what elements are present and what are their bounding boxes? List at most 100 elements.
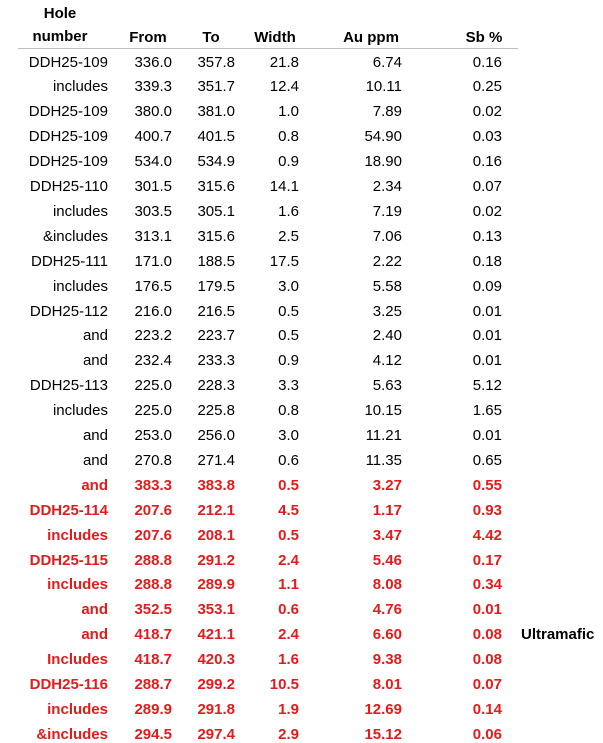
table-cell: 401.5 bbox=[197, 128, 235, 146]
table-cell: 0.16 bbox=[472, 153, 502, 171]
table-cell: 179.5 bbox=[197, 277, 235, 295]
table-cell: 0.9 bbox=[278, 352, 299, 370]
table-cell: 14.1 bbox=[269, 178, 299, 195]
table-cell: 2.40 bbox=[372, 327, 402, 345]
table-cell: 420.3 bbox=[197, 651, 235, 669]
table-cell: 336.0 bbox=[134, 53, 172, 71]
table-cell: 2.22 bbox=[372, 252, 402, 270]
table-cell: 225.0 bbox=[134, 377, 172, 395]
table-cell: 10.5 bbox=[269, 676, 299, 693]
table-cell: 12.4 bbox=[269, 78, 299, 96]
table-cell: 357.8 bbox=[197, 53, 235, 71]
table-cell: 17.5 bbox=[269, 252, 299, 270]
table-cell: 5.12 bbox=[472, 377, 502, 395]
table-cell: 0.34 bbox=[472, 576, 502, 594]
table-cell: 7.19 bbox=[372, 202, 402, 220]
table-cell: 225.8 bbox=[197, 402, 235, 420]
table-cell: 0.25 bbox=[472, 78, 502, 96]
column-header: Width bbox=[254, 29, 296, 46]
table-cell: and bbox=[81, 626, 108, 644]
table-cell: 0.01 bbox=[472, 327, 502, 345]
table-cell: 0.5 bbox=[278, 302, 299, 320]
table-cell: 0.17 bbox=[472, 551, 502, 569]
table-cell: 0.65 bbox=[472, 451, 502, 469]
table-cell: 313.1 bbox=[134, 227, 172, 245]
table-cell: 0.07 bbox=[472, 178, 502, 195]
table-cell: 0.13 bbox=[472, 227, 502, 245]
column-header: Hole number bbox=[32, 5, 88, 45]
table-cell: 0.5 bbox=[278, 327, 299, 345]
table-cell: 303.5 bbox=[134, 202, 172, 220]
table-cell: 3.0 bbox=[278, 427, 299, 444]
table-cell: 0.06 bbox=[472, 725, 502, 743]
column-header: To bbox=[202, 29, 220, 46]
table-cell: 225.0 bbox=[134, 402, 172, 420]
table-cell: 0.5 bbox=[278, 526, 299, 544]
table-cell: 54.90 bbox=[364, 128, 402, 146]
table-cell: 0.18 bbox=[472, 252, 502, 270]
table-cell: 0.01 bbox=[472, 302, 502, 320]
table-cell: 0.03 bbox=[472, 128, 502, 146]
table-cell: 294.5 bbox=[134, 725, 172, 743]
table-cell: 418.7 bbox=[134, 626, 172, 644]
table-cell: 0.09 bbox=[472, 277, 502, 295]
table-cell: 291.2 bbox=[197, 551, 235, 569]
table-cell: 4.12 bbox=[372, 352, 402, 370]
table-cell: 2.4 bbox=[278, 626, 299, 644]
table-cell: 4.42 bbox=[472, 526, 502, 544]
table-cell: 351.7 bbox=[197, 78, 235, 96]
table-cell: includes bbox=[52, 277, 108, 295]
table-cell: 208.1 bbox=[197, 526, 235, 544]
table-cell: 315.6 bbox=[197, 227, 235, 245]
table-cell: 271.4 bbox=[197, 451, 235, 469]
table-cell: 212.1 bbox=[197, 501, 235, 519]
table-cell: &includes bbox=[42, 227, 108, 245]
table-cell: 11.21 bbox=[365, 427, 402, 444]
table-cell: 0.6 bbox=[278, 451, 299, 469]
table-cell: 299.2 bbox=[197, 676, 235, 693]
table-cell: 0.02 bbox=[472, 103, 502, 121]
table-cell: 315.6 bbox=[197, 178, 235, 195]
table-cell: 380.0 bbox=[134, 103, 172, 121]
table-cell: DDH25-111 bbox=[31, 252, 108, 270]
table-cell: 3.27 bbox=[372, 476, 402, 494]
column-header: Sb % bbox=[465, 29, 503, 46]
table-cell: 10.15 bbox=[364, 402, 402, 420]
table-cell: 1.6 bbox=[278, 202, 299, 220]
table-cell: 2.9 bbox=[278, 725, 299, 743]
table-cell: 256.0 bbox=[197, 427, 235, 444]
table-cell: includes bbox=[47, 576, 108, 594]
table-cell: and bbox=[81, 601, 108, 619]
table-cell: 5.63 bbox=[372, 377, 402, 395]
table-cell: 0.01 bbox=[472, 427, 502, 444]
table-cell: DDH25-109 bbox=[28, 103, 108, 121]
header-rule bbox=[18, 48, 518, 49]
row-note: Ultramafic bbox=[521, 626, 595, 644]
table-cell: 5.58 bbox=[372, 277, 402, 295]
table-cell: DDH25-116 bbox=[29, 676, 108, 693]
table-cell: DDH25-109 bbox=[28, 153, 108, 171]
table-cell: 0.8 bbox=[278, 128, 299, 146]
table-cell: DDH25-114 bbox=[29, 501, 108, 519]
table-cell: 383.8 bbox=[197, 476, 235, 494]
table-cell: 381.0 bbox=[197, 103, 235, 121]
table-cell: includes bbox=[52, 78, 108, 96]
table-cell: DDH25-113 bbox=[29, 377, 108, 395]
table-cell: 0.08 bbox=[472, 651, 502, 669]
table-cell: 12.69 bbox=[364, 700, 402, 718]
table-cell: 21.8 bbox=[269, 53, 299, 71]
table-cell: 0.02 bbox=[472, 202, 502, 220]
table-cell: 534.0 bbox=[134, 153, 172, 171]
table-cell: 534.9 bbox=[197, 153, 235, 171]
table-cell: 207.6 bbox=[134, 526, 172, 544]
table-cell: 289.9 bbox=[134, 700, 172, 718]
table-cell: 11.35 bbox=[365, 451, 402, 469]
table-cell: 1.1 bbox=[278, 576, 299, 594]
column-header: From bbox=[129, 29, 167, 46]
table-cell: 216.0 bbox=[134, 302, 172, 320]
table-cell: 8.01 bbox=[372, 676, 402, 693]
column-header: Au ppm bbox=[343, 29, 399, 46]
table-cell: 0.6 bbox=[278, 601, 299, 619]
table-cell: 0.93 bbox=[472, 501, 502, 519]
table-cell: 1.17 bbox=[372, 501, 402, 519]
